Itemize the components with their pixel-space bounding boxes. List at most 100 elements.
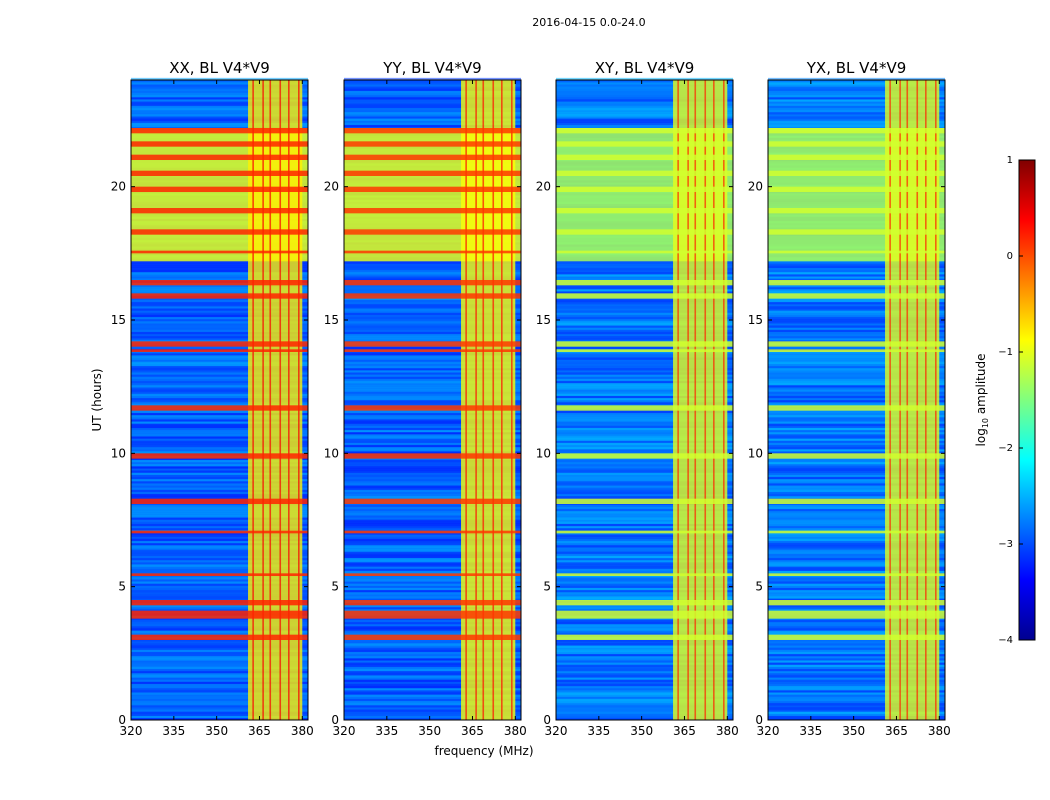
heatmap-noise-row xyxy=(344,304,521,307)
panel-title: XX, BL V4*V9 xyxy=(169,59,270,77)
heatmap-noise-row xyxy=(344,120,521,123)
heatmap-rfi-time-band xyxy=(556,349,733,352)
figure-suptitle: 2016-04-15 0.0-24.0 xyxy=(532,16,645,29)
heatmap-rfi-time-band xyxy=(131,498,308,504)
heatmap-noise-row xyxy=(768,702,945,706)
heatmap-noise-row xyxy=(131,683,308,687)
heatmap-noise-row xyxy=(556,107,733,111)
heatmap-noise-row xyxy=(344,380,521,384)
heatmap-noise-row xyxy=(768,666,945,670)
heatmap-noise-row xyxy=(556,316,733,320)
heatmap-noise-row xyxy=(768,400,945,403)
heatmap-noise-row xyxy=(768,515,945,518)
heatmap-noise-row xyxy=(344,306,521,309)
heatmap-noise-row xyxy=(556,380,733,384)
heatmap-noise-row xyxy=(556,99,733,102)
heatmap-noise-row xyxy=(768,449,945,452)
heatmap-noise-row xyxy=(556,643,733,646)
heatmap-noise-row xyxy=(131,664,308,667)
heatmap-noise-row xyxy=(556,617,733,621)
heatmap-rfi-time-band xyxy=(556,141,733,147)
heatmap-noise-row xyxy=(344,517,521,520)
heatmap-noise-row xyxy=(344,534,521,537)
heatmap-noise-row xyxy=(131,643,308,646)
heatmap-noise-row xyxy=(768,549,945,552)
heatmap-rfi-time-band xyxy=(344,634,521,640)
heatmap-noise-row xyxy=(768,346,945,350)
heatmap-noise-row xyxy=(768,508,945,512)
heatmap-noise-row xyxy=(131,459,308,463)
heatmap-noise-row xyxy=(768,577,945,580)
heatmap-noise-row xyxy=(768,662,945,665)
heatmap-rfi-time-band xyxy=(344,498,521,504)
heatmap-noise-row xyxy=(344,715,521,719)
heatmap-rfi-line xyxy=(252,80,254,720)
heatmap-noise-row xyxy=(556,709,733,712)
colorbar-tick-label: −4 xyxy=(998,635,1013,646)
heatmap-noise-row xyxy=(768,487,945,490)
heatmap-noise-row xyxy=(768,77,945,81)
heatmap-noise-row xyxy=(556,427,733,431)
heatmap-noise-row xyxy=(768,321,945,324)
heatmap-noise-row xyxy=(344,461,521,465)
heatmap-noise-row xyxy=(556,598,733,601)
heatmap-noise-row xyxy=(131,82,308,85)
heatmap-noise-row xyxy=(768,122,945,126)
heatmap-noise-row xyxy=(131,532,308,535)
heatmap-noise-row xyxy=(556,489,733,493)
heatmap-rfi-time-band xyxy=(131,349,308,352)
heatmap-noise-row xyxy=(344,564,521,567)
heatmap-rfi-time-band xyxy=(556,341,733,347)
heatmap-noise-row xyxy=(556,513,733,516)
heatmap-noise-row xyxy=(556,291,733,294)
heatmap-noise-row xyxy=(556,551,733,554)
heatmap-noise-row xyxy=(768,86,945,89)
heatmap-noise-row xyxy=(556,423,733,426)
heatmap-noise-row xyxy=(344,440,521,443)
heatmap-noise-row xyxy=(131,265,308,269)
heatmap-noise-row xyxy=(344,122,521,126)
x-tick-label: 335 xyxy=(375,724,398,738)
heatmap-noise-row xyxy=(556,694,733,697)
heatmap-noise-row xyxy=(131,353,308,356)
heatmap-rfi-time-band xyxy=(344,170,521,176)
heatmap-rfi-time-band xyxy=(768,600,945,606)
heatmap-noise-row xyxy=(556,461,733,465)
heatmap-noise-row xyxy=(556,700,733,704)
heatmap-noise-row xyxy=(556,606,733,610)
heatmap-noise-row xyxy=(556,496,733,499)
heatmap-noise-row xyxy=(131,711,308,714)
heatmap-rfi-time-band xyxy=(344,154,521,160)
heatmap-noise-row xyxy=(768,84,945,87)
heatmap-noise-row xyxy=(768,628,945,631)
heatmap-noise-row xyxy=(344,397,521,401)
heatmap-noise-row xyxy=(556,412,733,416)
heatmap-noise-row xyxy=(768,312,945,315)
heatmap-noise-row xyxy=(344,459,521,463)
heatmap-noise-row xyxy=(131,517,308,520)
heatmap-noise-row xyxy=(768,368,945,371)
heatmap-noise-row xyxy=(344,434,521,437)
heatmap-noise-row xyxy=(768,387,945,390)
heatmap-noise-row xyxy=(768,555,945,559)
heatmap-noise-row xyxy=(768,457,945,461)
heatmap-noise-row xyxy=(768,538,945,542)
heatmap-noise-row xyxy=(344,374,521,377)
heatmap-rfi-time-band xyxy=(131,634,308,640)
heatmap-noise-row xyxy=(344,289,521,292)
heatmap-noise-row xyxy=(344,395,521,399)
heatmap-noise-row xyxy=(768,485,945,488)
heatmap-noise-row xyxy=(768,310,945,313)
heatmap-rfi-line xyxy=(288,80,290,720)
x-tick-label: 320 xyxy=(757,724,780,738)
heatmap-noise-row xyxy=(556,523,733,527)
y-tick-label: 20 xyxy=(324,180,339,194)
heatmap-noise-row xyxy=(344,421,521,424)
heatmap-noise-row xyxy=(344,412,521,416)
heatmap-noise-row xyxy=(768,630,945,633)
heatmap-noise-row xyxy=(344,594,521,597)
heatmap-noise-row xyxy=(556,568,733,571)
heatmap-noise-row xyxy=(768,301,945,305)
heatmap-noise-row xyxy=(556,459,733,463)
